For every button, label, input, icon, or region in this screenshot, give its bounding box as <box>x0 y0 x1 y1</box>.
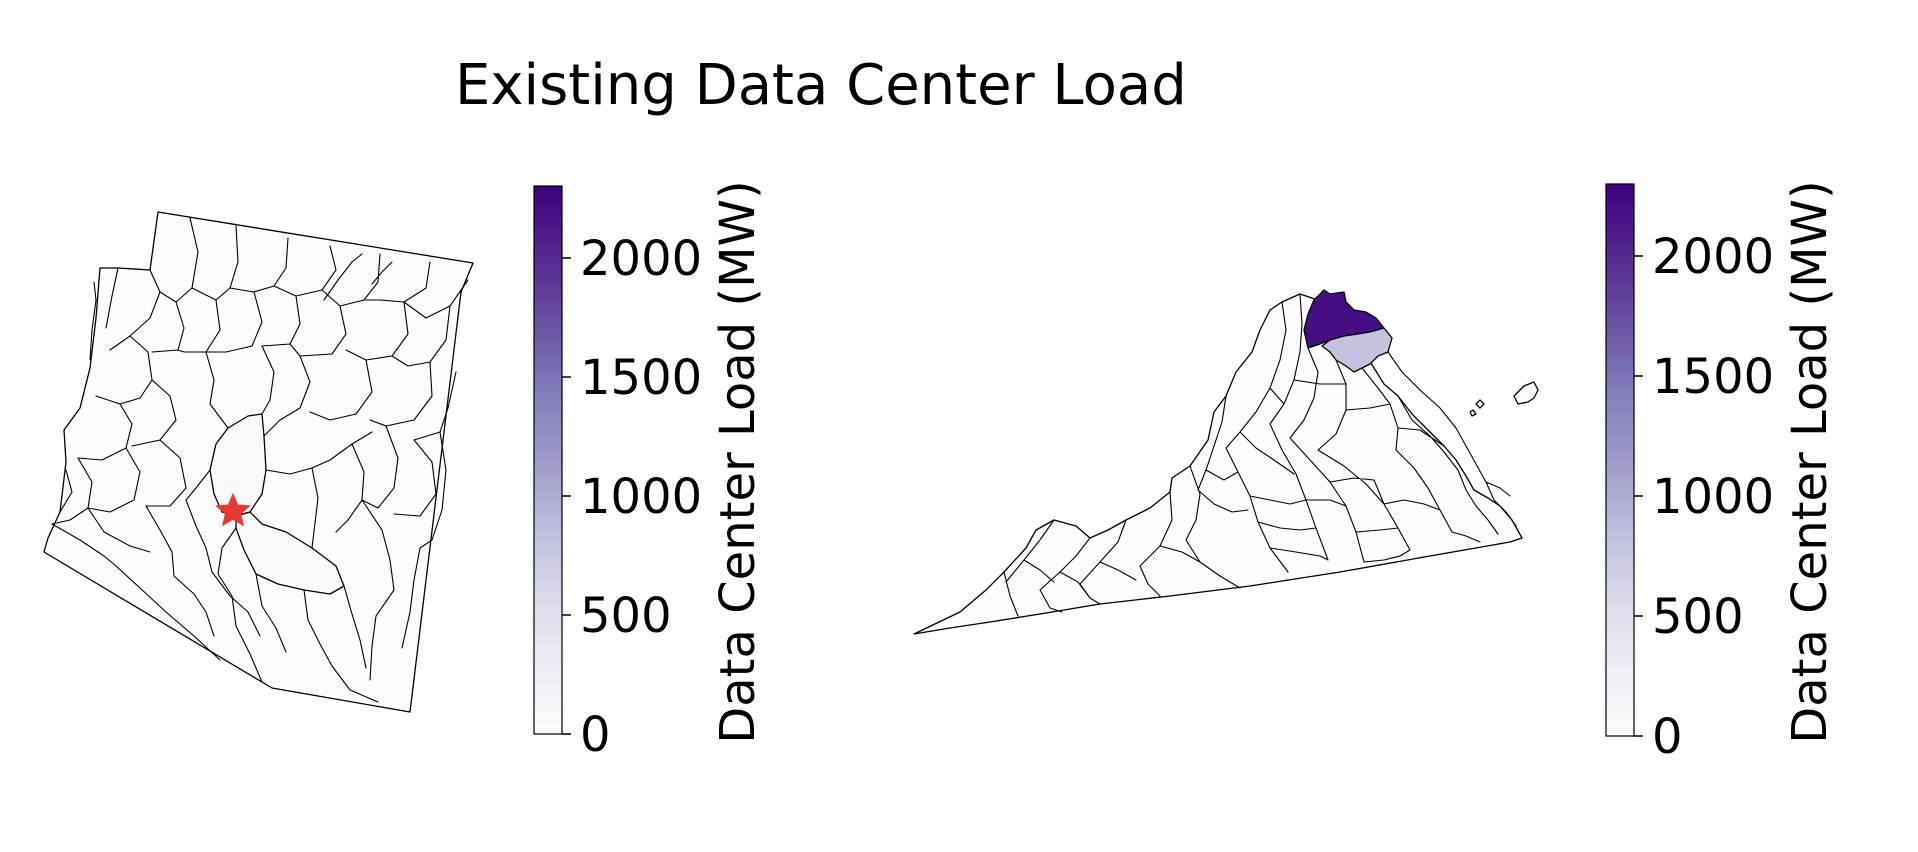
virginia-state-outline <box>913 293 1523 635</box>
arizona-watershed-boundaries <box>51 217 469 703</box>
arizona-data-center-star <box>215 492 251 527</box>
virginia-island <box>1475 399 1485 409</box>
virginia-colorbar: 0 500 1000 1500 2000 Data Center Load (M… <box>1605 180 1838 765</box>
virginia-colorbar-label: Data Center Load (MW) <box>1782 180 1838 743</box>
virginia-colorbar-bar <box>1605 183 1635 737</box>
arizona-region-phoenix-southeast <box>235 511 345 595</box>
virginia-eastern-shore <box>1513 381 1539 405</box>
virginia-colorbar-tick-label: 1000 <box>1652 469 1774 525</box>
arizona-colorbar-label: Data Center Load (MW) <box>710 180 766 743</box>
arizona-colorbar-tick-label: 1000 <box>580 469 702 525</box>
arizona-colorbar-tick-label: 1500 <box>580 350 702 406</box>
virginia-region-prince-william <box>1321 327 1393 373</box>
virginia-colorbar-tick-label: 0 <box>1652 709 1683 765</box>
virginia-watershed-boundaries <box>1003 293 1517 617</box>
virginia-colorbar-tick-label: 500 <box>1652 589 1744 645</box>
virginia-colorbar-tick-label: 2000 <box>1652 229 1774 285</box>
arizona-colorbar-tick-label: 2000 <box>580 231 702 287</box>
arizona-colorbar-tick-label: 0 <box>580 707 611 763</box>
figure-title: Existing Data Center Load <box>455 53 1187 118</box>
arizona-colorbar: 0 500 1000 1500 2000 Data Center Load (M… <box>533 180 766 763</box>
arizona-map <box>43 211 474 713</box>
arizona-colorbar-tick-label: 500 <box>580 588 672 644</box>
arizona-colorbar-bar <box>533 185 563 735</box>
virginia-map <box>913 289 1539 635</box>
virginia-colorbar-ticks: 0 500 1000 1500 2000 <box>1634 229 1774 765</box>
virginia-island <box>1469 409 1477 417</box>
virginia-colorbar-tick-label: 1500 <box>1652 349 1774 405</box>
arizona-colorbar-ticks: 0 500 1000 1500 2000 <box>562 231 702 763</box>
